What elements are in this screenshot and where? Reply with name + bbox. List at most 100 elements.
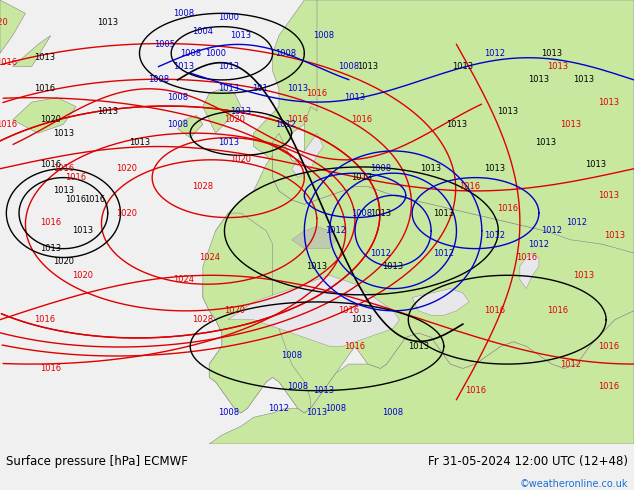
- Text: 1028: 1028: [192, 315, 214, 324]
- Text: 1013: 1013: [484, 164, 505, 173]
- Text: 1016: 1016: [547, 306, 569, 315]
- Text: 1028: 1028: [192, 182, 214, 191]
- Text: Fr 31-05-2024 12:00 UTC (12+48): Fr 31-05-2024 12:00 UTC (12+48): [428, 455, 628, 468]
- Text: 1008: 1008: [167, 93, 188, 102]
- Text: 1013: 1013: [34, 53, 55, 62]
- Polygon shape: [279, 160, 304, 187]
- Polygon shape: [13, 35, 51, 67]
- Polygon shape: [203, 155, 634, 413]
- Text: 1012: 1012: [275, 120, 296, 129]
- Polygon shape: [292, 133, 323, 177]
- Text: 1016: 1016: [65, 173, 87, 182]
- Text: 1012: 1012: [370, 248, 391, 258]
- Text: 1016: 1016: [338, 306, 359, 315]
- Text: 1013: 1013: [351, 315, 372, 324]
- Polygon shape: [209, 311, 634, 444]
- Text: 1004: 1004: [192, 26, 214, 36]
- Polygon shape: [228, 275, 399, 346]
- Polygon shape: [412, 289, 469, 315]
- Text: 1016: 1016: [344, 342, 366, 351]
- Text: 1013: 1013: [370, 209, 391, 218]
- Text: 1020: 1020: [230, 155, 252, 164]
- Text: 1013: 1013: [351, 173, 372, 182]
- Text: 1016: 1016: [287, 115, 309, 124]
- Text: 1008: 1008: [325, 404, 347, 413]
- Text: 1008: 1008: [313, 31, 334, 40]
- Text: 1013: 1013: [452, 62, 474, 71]
- Text: 1013: 1013: [420, 164, 442, 173]
- Text: 1013: 1013: [408, 342, 429, 351]
- Text: 1013: 1013: [573, 75, 594, 84]
- Text: 1013: 1013: [217, 84, 239, 93]
- Text: 1020: 1020: [224, 306, 245, 315]
- Text: 1016: 1016: [40, 364, 61, 373]
- Text: 1008: 1008: [351, 209, 372, 218]
- Text: 1016: 1016: [40, 218, 61, 226]
- Text: 1013: 1013: [382, 262, 404, 271]
- Polygon shape: [203, 89, 241, 133]
- Text: 1020: 1020: [40, 115, 61, 124]
- Text: 1005: 1005: [154, 40, 176, 49]
- Text: 1013: 1013: [357, 62, 378, 71]
- Polygon shape: [292, 226, 336, 248]
- Text: 1012: 1012: [541, 226, 562, 235]
- Text: 1008: 1008: [338, 62, 359, 71]
- Text: Surface pressure [hPa] ECMWF: Surface pressure [hPa] ECMWF: [6, 455, 188, 468]
- Text: 1016: 1016: [351, 115, 372, 124]
- Text: 1016: 1016: [34, 84, 55, 93]
- Text: 101: 101: [252, 84, 268, 93]
- Text: 1024: 1024: [198, 253, 220, 262]
- Text: 1016: 1016: [598, 342, 619, 351]
- Text: 1016: 1016: [65, 196, 87, 204]
- Text: 1016: 1016: [0, 120, 17, 129]
- Text: 1016: 1016: [465, 386, 486, 395]
- Text: 1016: 1016: [0, 58, 17, 67]
- Text: 1016: 1016: [496, 204, 518, 213]
- Text: 1012: 1012: [433, 248, 455, 258]
- Text: 1016: 1016: [53, 164, 74, 173]
- Text: 1016: 1016: [34, 315, 55, 324]
- Text: 1013: 1013: [217, 62, 239, 71]
- Text: 1013: 1013: [313, 386, 334, 395]
- Text: 1013: 1013: [541, 49, 562, 58]
- Polygon shape: [13, 98, 76, 133]
- Text: 1012: 1012: [484, 231, 505, 240]
- Text: 1013: 1013: [217, 138, 239, 147]
- Text: 1013: 1013: [528, 75, 550, 84]
- Text: 1000: 1000: [205, 49, 226, 58]
- Text: 1008: 1008: [167, 120, 188, 129]
- Text: 1013: 1013: [573, 271, 594, 280]
- Polygon shape: [203, 213, 311, 413]
- Text: 1013: 1013: [433, 209, 455, 218]
- Text: 1013: 1013: [604, 231, 626, 240]
- Text: 1013: 1013: [173, 62, 195, 71]
- Text: 1013: 1013: [446, 120, 467, 129]
- Text: 1012: 1012: [560, 360, 581, 368]
- Text: 1024: 1024: [173, 275, 195, 284]
- Text: 1016: 1016: [306, 89, 328, 98]
- Text: 1000: 1000: [217, 13, 239, 22]
- Text: 1020: 1020: [72, 271, 93, 280]
- Text: 1020: 1020: [53, 257, 74, 267]
- Text: 1013: 1013: [230, 31, 252, 40]
- Text: 1013: 1013: [306, 262, 328, 271]
- Text: 1012: 1012: [484, 49, 505, 58]
- Text: 1008: 1008: [287, 382, 309, 391]
- Text: 1013: 1013: [598, 191, 619, 200]
- Text: 1013: 1013: [547, 62, 569, 71]
- Text: 1008: 1008: [281, 351, 302, 360]
- Text: 1013: 1013: [306, 409, 328, 417]
- Polygon shape: [273, 0, 634, 253]
- Text: 1008: 1008: [173, 9, 195, 18]
- Text: 1016: 1016: [598, 382, 619, 391]
- Text: 1013: 1013: [496, 106, 518, 116]
- Text: 1013: 1013: [344, 93, 366, 102]
- Text: 1013: 1013: [230, 106, 252, 116]
- Text: 1008: 1008: [217, 409, 239, 417]
- Text: 1013: 1013: [585, 160, 607, 169]
- Text: 1013: 1013: [129, 138, 150, 147]
- Text: 1020: 1020: [224, 115, 245, 124]
- Text: 1013: 1013: [534, 138, 556, 147]
- Text: ©weatheronline.co.uk: ©weatheronline.co.uk: [519, 480, 628, 490]
- Text: 1013: 1013: [287, 84, 309, 93]
